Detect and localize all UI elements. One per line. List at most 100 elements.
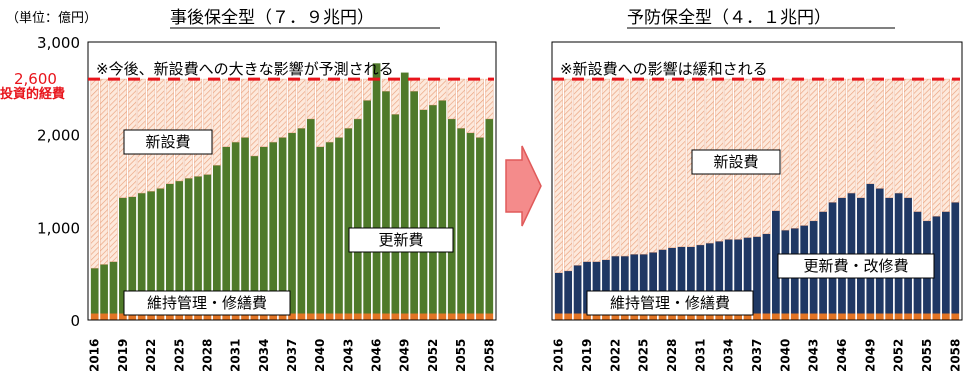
bar-new-2048	[856, 78, 865, 198]
bar-renewal-2053	[438, 100, 447, 314]
bar-maintenance-2044	[819, 313, 827, 320]
bar-new-2056	[932, 78, 941, 217]
bar-renewal-2027	[658, 249, 667, 314]
bars-reactive	[90, 63, 494, 320]
bar-new-2017	[564, 78, 573, 272]
bar-new-2031	[231, 78, 240, 143]
bar-maintenance-2024	[630, 313, 639, 320]
bar-renewal-2030	[222, 146, 231, 314]
bar-maintenance-2020	[128, 313, 137, 320]
bar-renewal-2042	[335, 137, 343, 314]
bar-maintenance-2021	[137, 313, 146, 320]
bar-maintenance-2038	[762, 313, 771, 320]
bar-maintenance-2040	[316, 313, 325, 320]
transition-arrow	[505, 145, 542, 227]
plot-frame-preventive	[551, 41, 963, 321]
bar-renewal-2058	[485, 118, 494, 314]
y-tick-label: 3,000	[37, 34, 80, 52]
bar-maintenance-2058	[951, 313, 960, 320]
bar-new-2025	[639, 78, 648, 255]
bar-maintenance-2053	[904, 313, 912, 320]
bar-maintenance-2033	[250, 313, 259, 320]
bar-maintenance-2049	[400, 313, 409, 320]
bar-new-2028	[667, 78, 677, 248]
bar-new-2018	[109, 78, 118, 262]
bar-renewal-2052	[894, 193, 903, 314]
bar-renewal-2052	[429, 105, 437, 314]
bar-new-2029	[677, 78, 686, 247]
bar-new-2026	[184, 78, 193, 179]
label-maintenance-preventive-text: 維持管理・修繕費	[610, 294, 730, 312]
bar-maintenance-2042	[335, 313, 343, 320]
bar-new-2039	[306, 78, 315, 120]
chart-title-reactive: 事後保全型（７．９兆円）	[170, 8, 374, 28]
x-tick-label: 2034	[257, 339, 271, 372]
bar-renewal-2017	[564, 270, 573, 314]
bar-maintenance-2019	[119, 313, 127, 320]
bar-renewal-2049	[400, 72, 409, 314]
bar-renewal-2041	[325, 142, 334, 314]
bar-new-2024	[630, 78, 639, 255]
bar-renewal-2048	[391, 114, 400, 314]
bar-new-2046	[837, 78, 847, 198]
label-maintenance-reactive: 維持管理・修繕費	[123, 290, 291, 316]
bar-new-2052	[894, 78, 903, 194]
bar-renewal-2016	[554, 272, 563, 314]
bar-maintenance-2017	[100, 313, 108, 320]
bar-renewal-2022	[147, 191, 155, 314]
bar-maintenance-2051	[419, 313, 428, 320]
bar-maintenance-2058	[485, 313, 494, 320]
bar-maintenance-2037	[288, 313, 296, 320]
x-axis-preventive: 2016 2019 2022 2025 2028 2031 2034 2037 2040 2043…	[552, 339, 963, 372]
bar-maintenance-2047	[847, 313, 856, 320]
bar-renewal-2036	[743, 237, 752, 314]
bar-renewal-2021	[602, 259, 610, 314]
bar-maintenance-2019	[583, 313, 591, 320]
bar-new-2016	[90, 78, 99, 269]
bar-maintenance-2016	[554, 313, 563, 320]
x-tick-label: 2052	[426, 339, 440, 372]
bar-new-2056	[466, 78, 475, 134]
bar-maintenance-2045	[363, 313, 372, 320]
bar-maintenance-2041	[325, 313, 334, 320]
bar-new-2016	[554, 78, 563, 273]
bar-new-2042	[800, 78, 809, 226]
bar-maintenance-2041	[790, 313, 799, 320]
bar-renewal-2057	[476, 137, 484, 314]
x-tick-label: 2043	[341, 339, 355, 372]
label-maintenance-reactive-box	[123, 290, 291, 316]
bar-new-2034	[259, 78, 268, 147]
bar-new-2021	[601, 78, 610, 260]
bar-new-2041	[325, 78, 334, 143]
bar-renewal-2026	[649, 252, 658, 314]
label-new-reactive-text: 新設費	[145, 133, 190, 151]
bar-maintenance-2052	[429, 313, 437, 320]
preventive-maintenance-chart: 予防保全型（４．１兆円） 2016 2019 2022 2025 2028 2031 203…	[551, 8, 963, 372]
x-tick-label: 2016	[88, 339, 102, 372]
bar-renewal-2025	[639, 254, 648, 314]
bar-renewal-2020	[592, 261, 601, 314]
bar-renewal-2029	[677, 246, 686, 314]
x-tick-label: 2046	[370, 339, 384, 372]
bar-renewal-2025	[175, 181, 184, 314]
bar-maintenance-2023	[156, 313, 165, 320]
x-tick-label: 2040	[778, 339, 792, 372]
bar-renewal-2018	[109, 261, 118, 314]
bar-renewal-2026	[184, 178, 193, 314]
bar-new-2050	[410, 78, 419, 92]
bar-maintenance-2054	[913, 313, 922, 320]
bar-maintenance-2040	[781, 313, 790, 320]
bar-renewal-2033	[250, 155, 259, 314]
bar-renewal-2056	[466, 132, 475, 314]
bar-new-2036	[278, 78, 287, 138]
x-tick-label: 2028	[200, 339, 214, 372]
bar-renewal-2020	[128, 196, 137, 314]
bar-new-2051	[419, 78, 428, 110]
bar-new-2047	[847, 78, 856, 194]
x-tick-label: 2019	[580, 339, 594, 372]
bar-renewal-2054	[447, 118, 456, 314]
bar-new-2044	[353, 78, 362, 120]
bar-new-2035	[269, 78, 278, 143]
x-tick-label: 2037	[285, 339, 299, 372]
bar-maintenance-2057	[941, 313, 950, 320]
